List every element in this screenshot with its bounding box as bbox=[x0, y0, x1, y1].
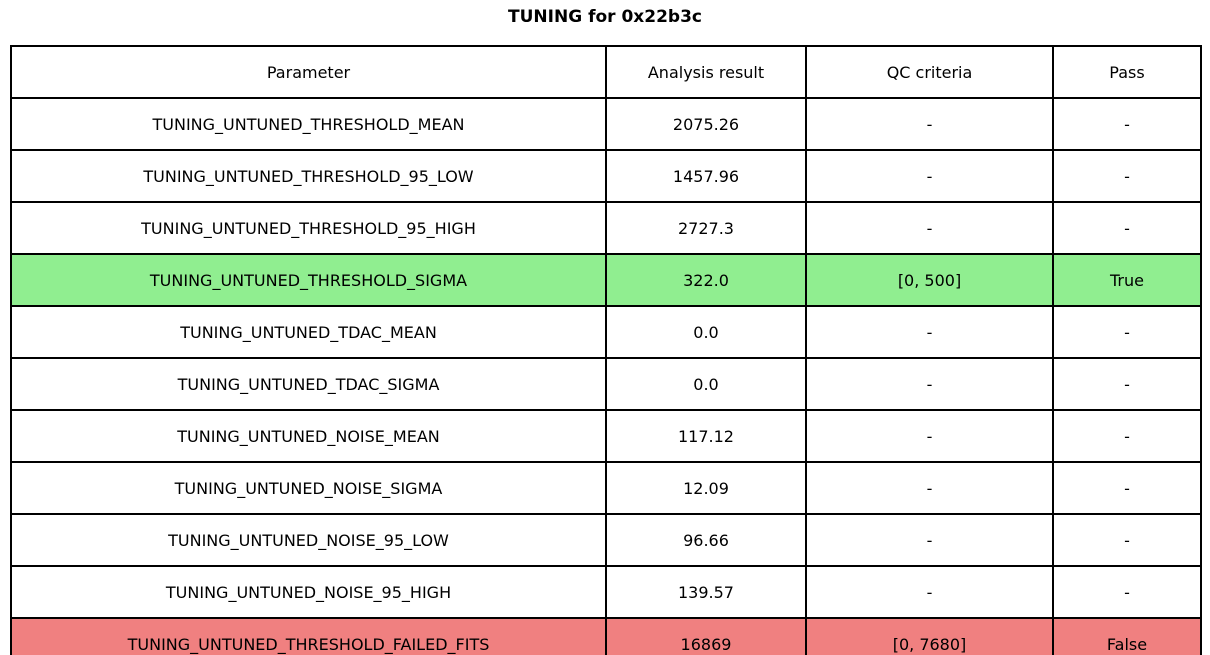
qc-table: Parameter Analysis result QC criteria Pa… bbox=[10, 45, 1202, 655]
table-row: TUNING_UNTUNED_NOISE_SIGMA 12.09 - - bbox=[10, 461, 1202, 515]
cell-parameter: TUNING_UNTUNED_THRESHOLD_95_HIGH bbox=[10, 201, 607, 255]
table-row: TUNING_UNTUNED_NOISE_MEAN 117.12 - - bbox=[10, 409, 1202, 463]
cell-qc-criteria: [0, 7680] bbox=[805, 617, 1054, 655]
cell-qc-criteria: - bbox=[805, 513, 1054, 567]
cell-qc-criteria: - bbox=[805, 409, 1054, 463]
cell-pass: - bbox=[1052, 201, 1202, 255]
cell-analysis-result: 96.66 bbox=[605, 513, 807, 567]
table-row: TUNING_UNTUNED_NOISE_95_LOW 96.66 - - bbox=[10, 513, 1202, 567]
cell-analysis-result: 117.12 bbox=[605, 409, 807, 463]
cell-qc-criteria: - bbox=[805, 97, 1054, 151]
cell-pass: False bbox=[1052, 617, 1202, 655]
cell-analysis-result: 12.09 bbox=[605, 461, 807, 515]
cell-analysis-result: 322.0 bbox=[605, 253, 807, 307]
cell-pass: - bbox=[1052, 409, 1202, 463]
table-row: TUNING_UNTUNED_TDAC_MEAN 0.0 - - bbox=[10, 305, 1202, 359]
cell-analysis-result: 2075.26 bbox=[605, 97, 807, 151]
cell-analysis-result: 0.0 bbox=[605, 305, 807, 359]
cell-parameter: TUNING_UNTUNED_THRESHOLD_FAILED_FITS bbox=[10, 617, 607, 655]
cell-qc-criteria: [0, 500] bbox=[805, 253, 1054, 307]
cell-pass: - bbox=[1052, 97, 1202, 151]
cell-parameter: TUNING_UNTUNED_THRESHOLD_MEAN bbox=[10, 97, 607, 151]
cell-pass: - bbox=[1052, 357, 1202, 411]
cell-pass: - bbox=[1052, 565, 1202, 619]
cell-parameter: TUNING_UNTUNED_NOISE_SIGMA bbox=[10, 461, 607, 515]
table-row: TUNING_UNTUNED_THRESHOLD_95_LOW 1457.96 … bbox=[10, 149, 1202, 203]
figure-title: TUNING for 0x22b3c bbox=[508, 7, 702, 27]
cell-parameter: TUNING_UNTUNED_NOISE_95_LOW bbox=[10, 513, 607, 567]
cell-pass: - bbox=[1052, 305, 1202, 359]
cell-analysis-result: 2727.3 bbox=[605, 201, 807, 255]
cell-parameter: TUNING_UNTUNED_TDAC_MEAN bbox=[10, 305, 607, 359]
cell-parameter: TUNING_UNTUNED_TDAC_SIGMA bbox=[10, 357, 607, 411]
cell-parameter: TUNING_UNTUNED_NOISE_MEAN bbox=[10, 409, 607, 463]
table-row: TUNING_UNTUNED_NOISE_95_HIGH 139.57 - - bbox=[10, 565, 1202, 619]
header-row: Parameter Analysis result QC criteria Pa… bbox=[10, 45, 1202, 99]
cell-parameter: TUNING_UNTUNED_THRESHOLD_95_LOW bbox=[10, 149, 607, 203]
column-header-analysis-result: Analysis result bbox=[605, 45, 807, 99]
cell-parameter: TUNING_UNTUNED_THRESHOLD_SIGMA bbox=[10, 253, 607, 307]
cell-parameter: TUNING_UNTUNED_NOISE_95_HIGH bbox=[10, 565, 607, 619]
column-header-parameter: Parameter bbox=[10, 45, 607, 99]
cell-analysis-result: 1457.96 bbox=[605, 149, 807, 203]
column-header-pass: Pass bbox=[1052, 45, 1202, 99]
cell-pass: - bbox=[1052, 461, 1202, 515]
cell-analysis-result: 139.57 bbox=[605, 565, 807, 619]
table-row: TUNING_UNTUNED_THRESHOLD_SIGMA 322.0 [0,… bbox=[10, 253, 1202, 307]
table-body: TUNING_UNTUNED_THRESHOLD_MEAN 2075.26 - … bbox=[10, 97, 1202, 655]
cell-pass: True bbox=[1052, 253, 1202, 307]
column-header-qc-criteria: QC criteria bbox=[805, 45, 1054, 99]
cell-qc-criteria: - bbox=[805, 461, 1054, 515]
cell-qc-criteria: - bbox=[805, 201, 1054, 255]
cell-pass: - bbox=[1052, 513, 1202, 567]
cell-analysis-result: 16869 bbox=[605, 617, 807, 655]
cell-pass: - bbox=[1052, 149, 1202, 203]
cell-qc-criteria: - bbox=[805, 305, 1054, 359]
cell-qc-criteria: - bbox=[805, 565, 1054, 619]
cell-analysis-result: 0.0 bbox=[605, 357, 807, 411]
table-row: TUNING_UNTUNED_THRESHOLD_95_HIGH 2727.3 … bbox=[10, 201, 1202, 255]
table-row: TUNING_UNTUNED_TDAC_SIGMA 0.0 - - bbox=[10, 357, 1202, 411]
table-row: TUNING_UNTUNED_THRESHOLD_FAILED_FITS 168… bbox=[10, 617, 1202, 655]
cell-qc-criteria: - bbox=[805, 357, 1054, 411]
table-row: TUNING_UNTUNED_THRESHOLD_MEAN 2075.26 - … bbox=[10, 97, 1202, 151]
cell-qc-criteria: - bbox=[805, 149, 1054, 203]
